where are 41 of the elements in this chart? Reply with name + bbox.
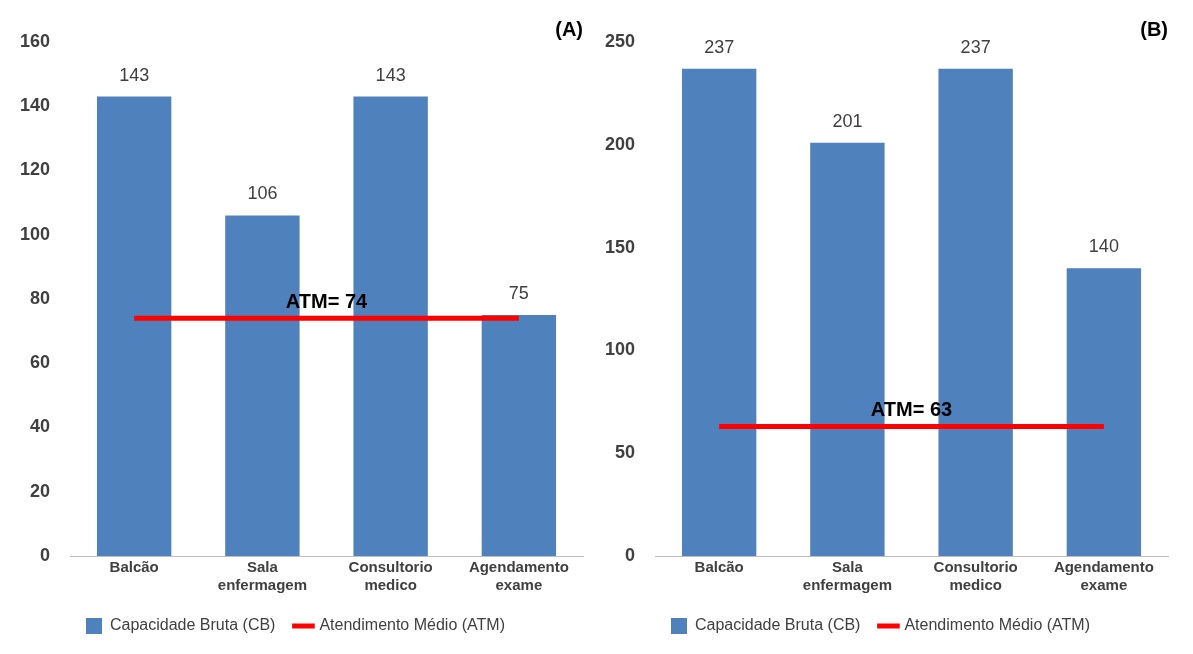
- bar: [1066, 268, 1142, 556]
- data-label: 143: [119, 64, 150, 85]
- x-tick-label: Sala enfermagem: [217, 558, 307, 594]
- data-label: 140: [1088, 236, 1119, 257]
- y-tick-label: 120: [19, 159, 51, 180]
- y-tick-label: 60: [30, 352, 51, 373]
- y-tick-label: 250: [604, 30, 636, 51]
- data-label: 237: [704, 36, 735, 57]
- x-tick-label: Agendamento exame: [1053, 558, 1154, 594]
- y-tick-label: 40: [30, 416, 51, 437]
- x-tick-label: Balcão: [694, 558, 744, 576]
- y-tick-label: 100: [604, 339, 636, 360]
- legend-label: Atendimento Médio (ATM): [319, 616, 505, 634]
- chart-title: (A): [555, 17, 583, 40]
- legend-label: Atendimento Médio (ATM): [904, 616, 1090, 634]
- data-label: 201: [832, 110, 863, 131]
- y-tick-label: 0: [625, 544, 636, 565]
- x-tick-label: Agendamento exame: [468, 558, 569, 594]
- data-label: 237: [960, 36, 991, 57]
- y-tick-label: 140: [19, 95, 51, 116]
- x-tick-label: Consultorio medico: [933, 558, 1018, 594]
- y-tick-label: 160: [19, 30, 51, 51]
- bar: [481, 315, 557, 556]
- chart-title: (B): [1140, 17, 1168, 40]
- legend-label: Capacidade Bruta (CB): [110, 616, 276, 634]
- y-tick-label: 50: [615, 442, 636, 463]
- x-tick-label: Balcão: [109, 558, 159, 576]
- y-tick-label: 80: [30, 287, 51, 308]
- y-tick-label: 200: [604, 133, 636, 154]
- legend-label: Capacidade Bruta (CB): [695, 616, 861, 634]
- y-tick-label: 100: [19, 223, 51, 244]
- data-label: 106: [247, 183, 278, 204]
- data-label: 75: [508, 283, 529, 304]
- bar: [681, 68, 757, 556]
- x-tick-label: Sala enfermagem: [802, 558, 892, 594]
- y-tick-label: 20: [30, 480, 51, 501]
- bar: [96, 96, 172, 556]
- x-tick-label: Consultorio medico: [348, 558, 433, 594]
- y-tick-label: 0: [40, 544, 51, 565]
- y-tick-label: 150: [604, 236, 636, 257]
- data-label: 143: [375, 64, 406, 85]
